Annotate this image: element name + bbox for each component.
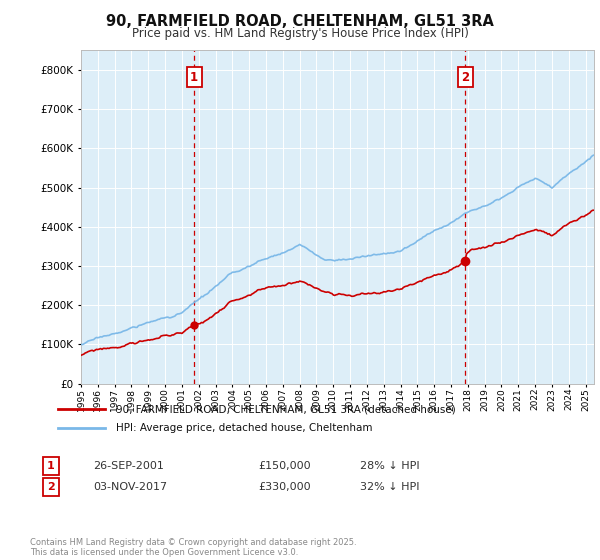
Text: 26-SEP-2001: 26-SEP-2001 xyxy=(93,461,164,471)
Text: Contains HM Land Registry data © Crown copyright and database right 2025.
This d: Contains HM Land Registry data © Crown c… xyxy=(30,538,356,557)
Text: £150,000: £150,000 xyxy=(258,461,311,471)
Text: 1: 1 xyxy=(47,461,55,471)
Text: 2: 2 xyxy=(461,71,469,83)
Text: 90, FARMFIELD ROAD, CHELTENHAM, GL51 3RA: 90, FARMFIELD ROAD, CHELTENHAM, GL51 3RA xyxy=(106,14,494,29)
Text: 03-NOV-2017: 03-NOV-2017 xyxy=(93,482,167,492)
Text: 28% ↓ HPI: 28% ↓ HPI xyxy=(360,461,419,471)
Text: 1: 1 xyxy=(190,71,198,83)
Text: Price paid vs. HM Land Registry's House Price Index (HPI): Price paid vs. HM Land Registry's House … xyxy=(131,27,469,40)
Text: HPI: Average price, detached house, Cheltenham: HPI: Average price, detached house, Chel… xyxy=(116,423,373,433)
Text: 2: 2 xyxy=(47,482,55,492)
Text: 32% ↓ HPI: 32% ↓ HPI xyxy=(360,482,419,492)
Text: 90, FARMFIELD ROAD, CHELTENHAM, GL51 3RA (detached house): 90, FARMFIELD ROAD, CHELTENHAM, GL51 3RA… xyxy=(116,404,455,414)
Text: £330,000: £330,000 xyxy=(258,482,311,492)
